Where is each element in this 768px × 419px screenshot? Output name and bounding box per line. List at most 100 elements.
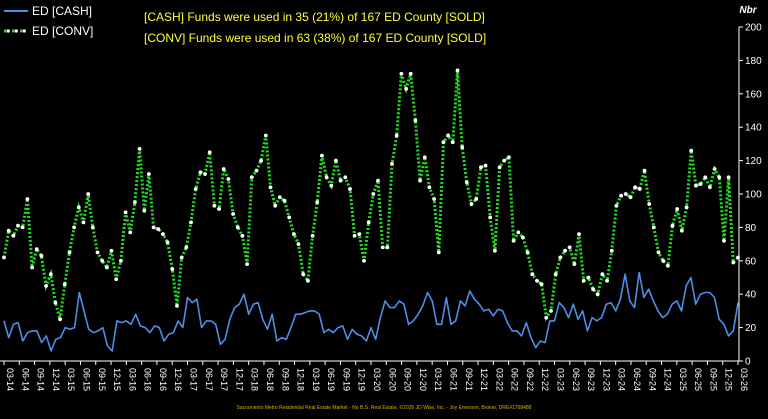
footer-credit: Sacramento Metro Residential Real Estate… [236,405,532,411]
conv-series-point [44,284,48,288]
x-tick-label: 06-25 [693,368,703,391]
x-tick-label: 06-18 [265,368,275,391]
conv-series-point [394,133,399,138]
conv-series-point [198,170,203,175]
x-tick-label: 03-22 [494,368,504,391]
x-tick-label: 03-21 [433,368,443,391]
conv-series-point [651,225,656,230]
x-tick-label: 03-26 [739,368,749,391]
conv-series-point [436,250,441,255]
conv-series-point [544,315,549,320]
conv-series-point [619,193,623,198]
conv-series-point [450,140,455,145]
x-tick-label: 09-20 [403,368,413,391]
conv-series-point [67,250,72,255]
conv-series-point [16,223,20,228]
conv-series-point [595,292,600,297]
y-tick-label: 180 [745,56,762,67]
conv-series-point [366,220,371,225]
conv-series-point [62,282,67,287]
conv-series-point [310,233,315,238]
conv-series-point [670,223,675,228]
conv-series-point [647,202,652,206]
conv-series-point [390,162,394,166]
y-tick-label: 80 [745,223,757,234]
y-tick-label: 120 [745,156,762,167]
conv-series-point [76,205,81,210]
x-tick-label: 06-14 [20,368,30,391]
x-tick-label: 12-17 [234,368,244,391]
conv-series-point [334,158,338,163]
series-conv [2,68,740,322]
conv-series-point [217,207,222,211]
conv-series-point [81,220,86,225]
conv-series-point [86,192,91,196]
conv-series-point [553,272,558,277]
x-tick-label: 09-21 [464,368,474,391]
conv-series-point [422,155,427,160]
y-tick-label: 200 [745,23,762,34]
conv-series-point [516,230,521,235]
conv-series-point [577,232,581,237]
x-tick-label: 06-23 [571,368,581,391]
conv-series-point [717,175,722,180]
x-tick-label: 09-17 [219,368,229,391]
conv-series-point [731,260,736,265]
conv-series-point [184,245,189,250]
conv-series-point [147,172,151,176]
x-tick-label: 12-19 [357,368,367,391]
conv-series-point [109,248,114,253]
conv-series-point [296,242,301,247]
conv-series-point [689,148,694,153]
x-tick-label: 06-16 [143,368,153,391]
conv-series-point [502,158,507,163]
conv-series-point [306,278,310,283]
conv-series-point [609,248,614,253]
x-tick-label: 03-17 [189,368,199,391]
conv-series-point [558,255,563,260]
conv-series-point [226,177,231,181]
conv-series-point [432,197,436,201]
x-tick-label: 06-24 [632,368,642,391]
conv-series-point [628,195,633,200]
conv-series-point [156,227,161,232]
conv-series-point [273,203,278,208]
x-tick-label: 03-15 [66,368,76,391]
conv-series-point [203,172,207,176]
conv-series-point [95,250,100,255]
conv-series-point [722,238,726,243]
x-tick-label: 12-18 [296,368,306,391]
conv-series-point [511,238,516,243]
conv-series-point [684,205,689,210]
conv-series-point [53,300,58,305]
conv-series-point [292,232,296,237]
conv-series-point [666,263,670,268]
x-tick-label: 09-19 [341,368,351,391]
conv-series-point [34,247,39,252]
conv-series-point [6,228,11,233]
conv-series-point [623,192,628,196]
x-tick-label: 12-21 [479,368,489,391]
conv-series-point [72,225,76,230]
conv-series-point [680,228,684,233]
conv-series-point [259,158,263,163]
conv-series-point [455,68,460,73]
conv-series-point [161,232,165,237]
conv-series-point [170,267,175,271]
x-tick-label: 06-15 [81,368,91,391]
conv-series-point [493,248,497,253]
conv-series-point [357,232,362,237]
x-tick-label: 09-15 [97,368,107,391]
conv-series-point [338,178,343,183]
x-tick-label: 06-21 [448,368,458,391]
y-tick-label: 40 [745,290,757,301]
conv-series-line [2,70,740,322]
conv-series-point [446,133,450,138]
conv-series-point [30,265,34,270]
conv-series-point [165,240,170,245]
series-cash [3,271,739,352]
annotation-conv: [CONV] Funds were used in 63 (38%) of 16… [144,31,487,45]
conv-series-point [736,255,740,260]
x-tick-label: 12-25 [724,368,734,391]
conv-series-point [418,178,422,183]
